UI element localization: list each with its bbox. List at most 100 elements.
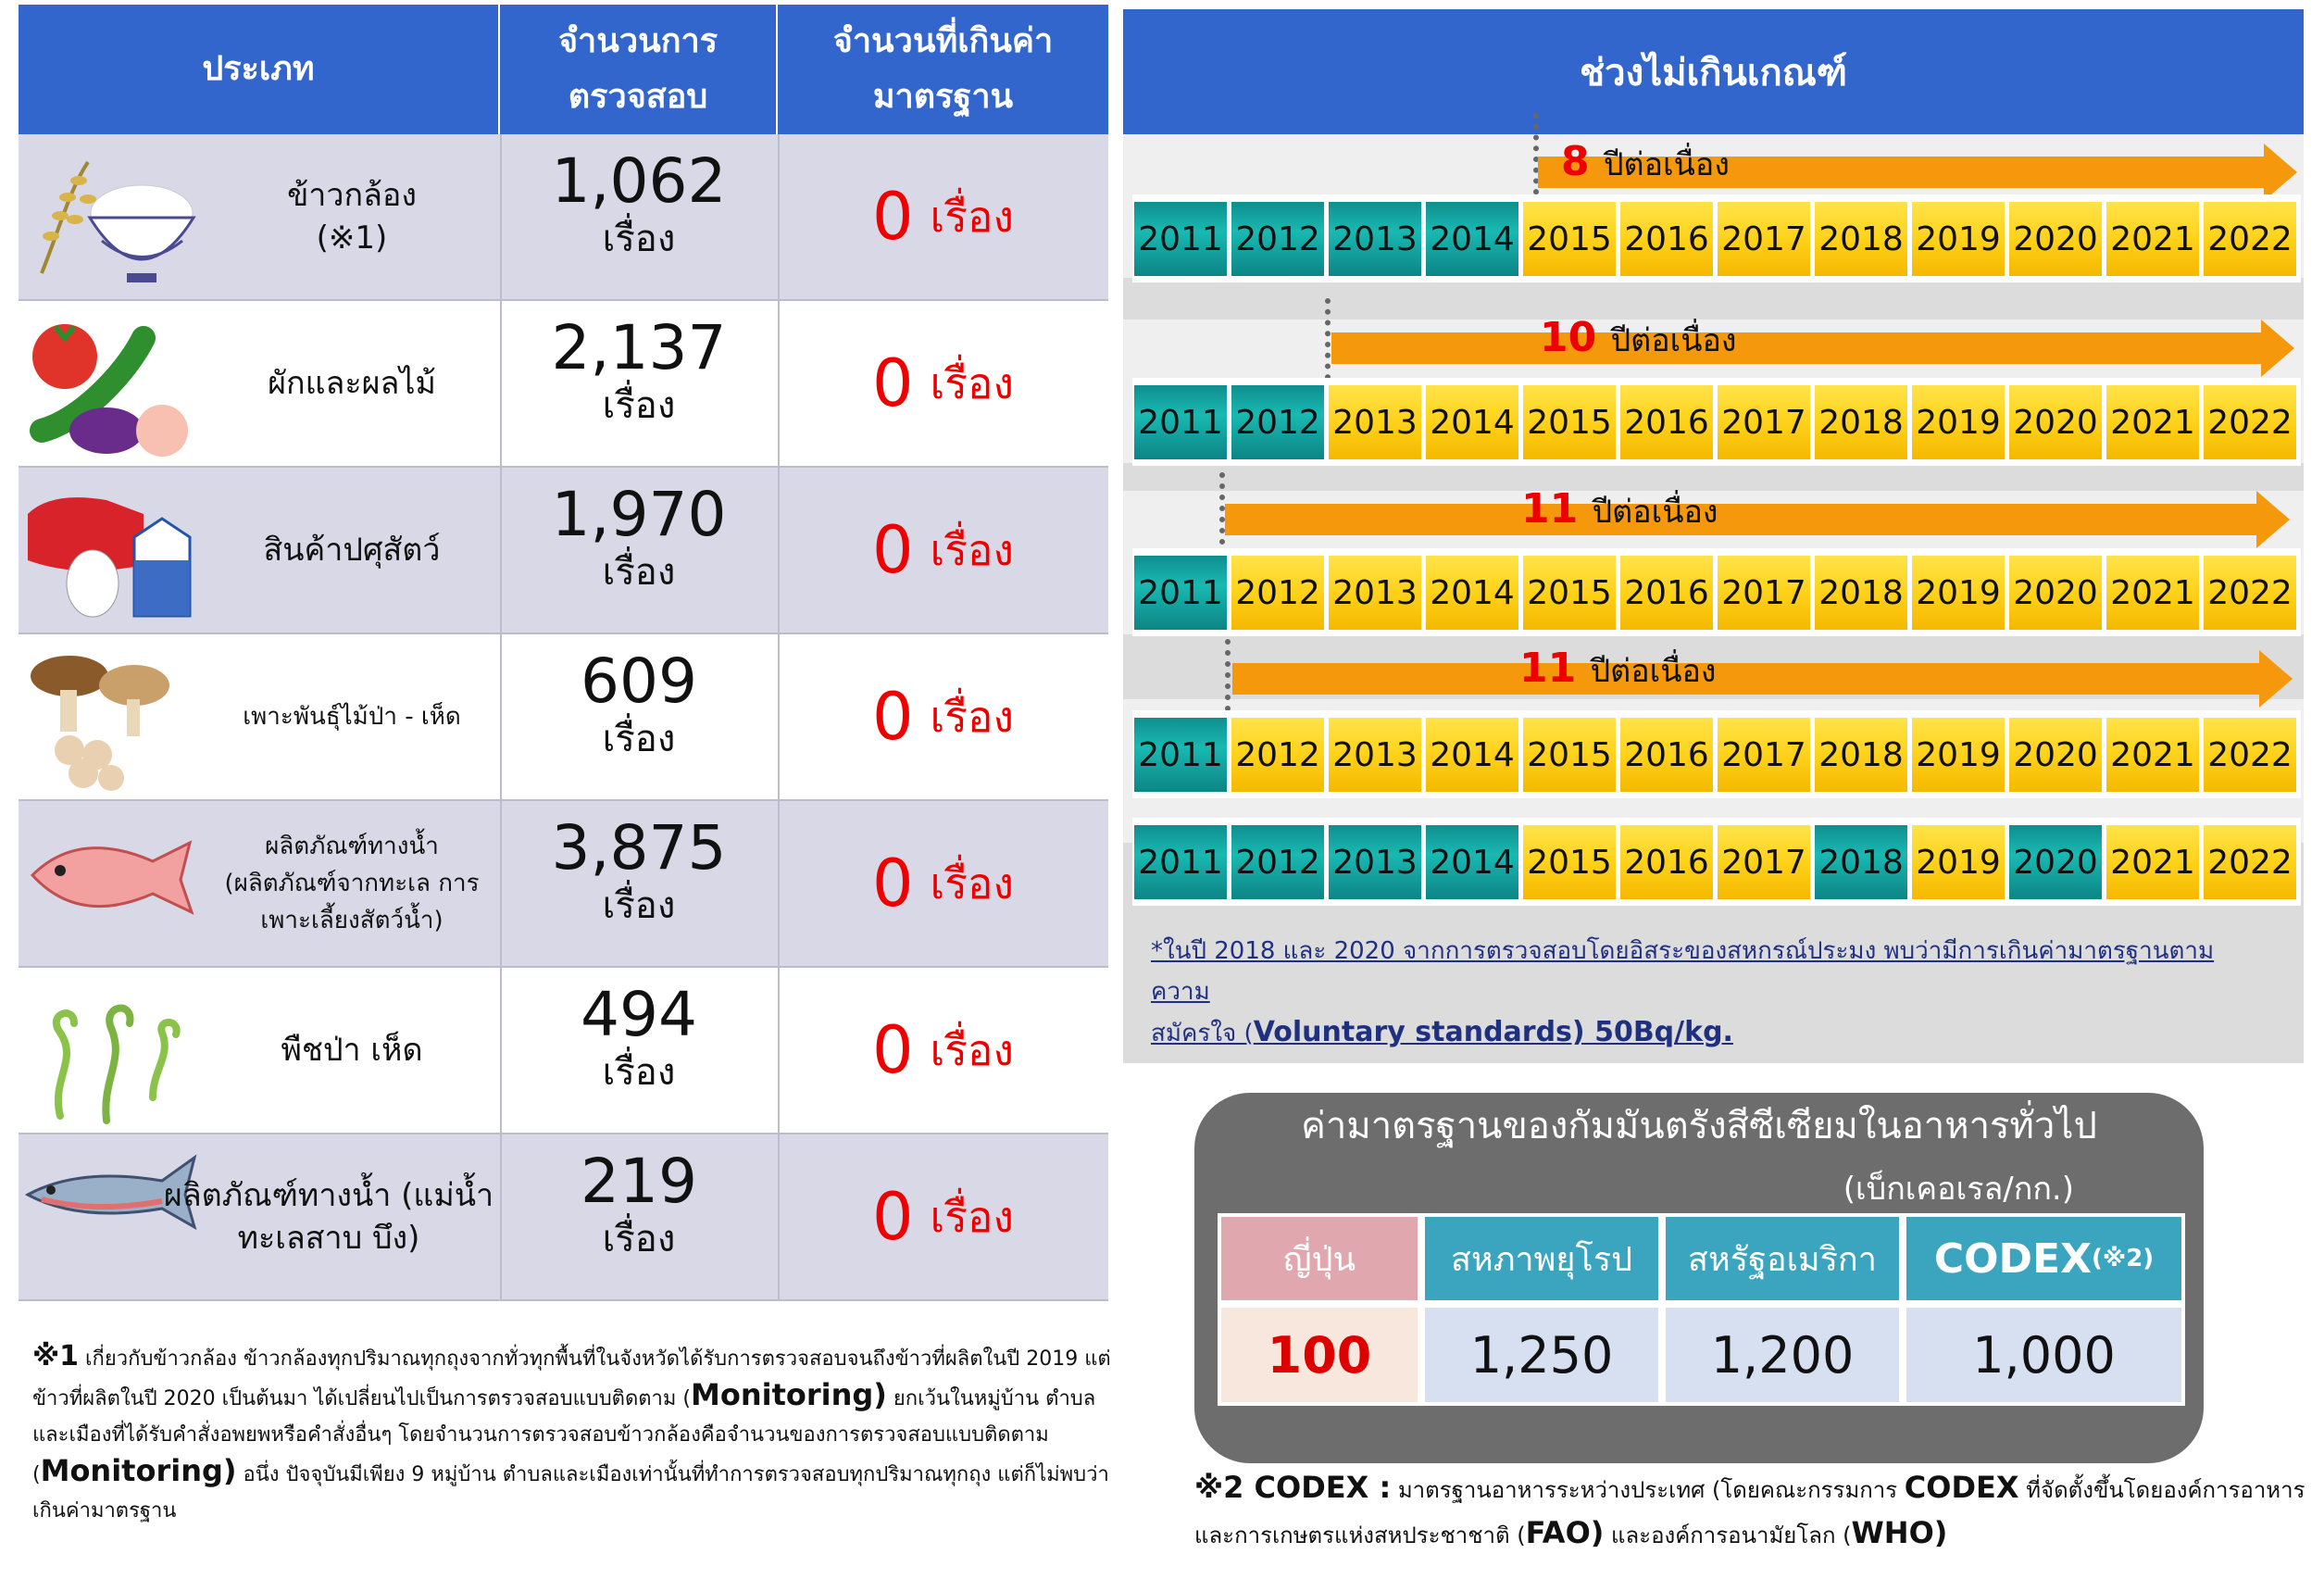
year-cell-2019: 2019 (1912, 202, 2005, 276)
continuous-years-arrow: 11 ปีต่อเนื่อง (1225, 485, 2290, 548)
rice-bowl-icon (40, 160, 196, 282)
category-label: สินค้าปศุสัตว์ (263, 532, 441, 569)
year-cell-2012: 2012 (1231, 718, 1324, 792)
year-cell-2019: 2019 (1912, 718, 2005, 792)
timeline-footnote: *ในปี 2018 และ 2020 จากการตรวจสอบโดยอิสร… (1151, 937, 2215, 1048)
year-cell-2021: 2021 (2106, 556, 2199, 630)
year-cell-2022: 2022 (2204, 718, 2296, 792)
standards-unit: (เบ็กเคอเรล/กก.) (1843, 1171, 2074, 1208)
year-cell-2018: 2018 (1815, 825, 1907, 899)
arrow-suffix: ปีต่อเนื่อง (1603, 146, 1730, 183)
year-cell-2022: 2022 (2204, 556, 2296, 630)
table-row: สินค้าปศุสัตว์ 1,970 เรื่อง 0 เรื่อง (19, 468, 1108, 634)
year-cell-2022: 2022 (2204, 202, 2296, 276)
arrow-suffix: ปีต่อเนื่อง (1610, 322, 1737, 359)
year-cell-2019: 2019 (1912, 556, 2005, 630)
table-row: ผลิตภัณฑ์ทางน้ำ (แม่น้ำ ทะเลสาบ บึง) 219… (19, 1134, 1108, 1301)
year-cell-2016: 2016 (1620, 385, 1713, 459)
value-codex: 1,000 (1903, 1304, 2185, 1406)
year-cell-2014: 2014 (1426, 556, 1518, 630)
year-cell-2020: 2020 (2009, 385, 2102, 459)
year-cell-2018: 2018 (1815, 202, 1907, 276)
category-label: พืชป่า เห็ด (281, 1032, 423, 1069)
year-cell-2020: 2020 (2009, 718, 2102, 792)
year-cell-2012: 2012 (1231, 825, 1324, 899)
column-usa: สหรัฐอเมริกา (1662, 1213, 1903, 1304)
footnote-1: ※1 เกี่ยวกับข้าวกล้อง ข้าวกล้องทุกปริมาณ… (32, 1340, 1111, 1523)
column-japan: ญี่ปุ่น (1218, 1213, 1421, 1304)
table-row: เพาะพันธุ์ไม้ป่า - เห็ด 609 เรื่อง 0 เรื่อ… (19, 634, 1108, 801)
category-label: ผลิตภัณฑ์ทางน้ำ (แม่น้ำ ทะเลสาบ บึง) (163, 1177, 494, 1257)
year-cell-2020: 2020 (2009, 202, 2102, 276)
year-cell-2016: 2016 (1620, 718, 1713, 792)
year-cell-2018: 2018 (1815, 556, 1907, 630)
exceed-count: 0 เรื่อง (871, 512, 1015, 588)
footnote-2: ※2 CODEX : มาตรฐานอาหารระหว่างประเทศ (โด… (1194, 1470, 2305, 1550)
year-cell-2020: 2020 (2009, 825, 2102, 899)
year-cell-2022: 2022 (2204, 825, 2296, 899)
value-usa: 1,200 (1662, 1304, 1903, 1406)
year-cell-2011: 2011 (1134, 202, 1227, 276)
sea-bream-icon (30, 840, 194, 915)
year-cell-2016: 2016 (1620, 825, 1713, 899)
year-cell-2013: 2013 (1329, 825, 1421, 899)
category-label: ผลิตภัณฑ์ทางน้ำ (ผลิตภัณฑ์จากทะเล การ เพ… (224, 833, 480, 934)
arrow-suffix: ปีต่อเนื่อง (1592, 494, 1718, 531)
year-cell-2014: 2014 (1426, 385, 1518, 459)
year-cell-2012: 2012 (1231, 385, 1324, 459)
inspection-count: 609 เรื่อง (581, 645, 697, 761)
year-cell-2014: 2014 (1426, 825, 1518, 899)
meat-egg-milk-icon (28, 497, 192, 618)
year-cell-2021: 2021 (2106, 825, 2199, 899)
year-cell-2019: 2019 (1912, 825, 2005, 899)
table-row: ข้าวกล้อง (※1) 1,062 เรื่อง 0 เรื่อง (19, 134, 1108, 301)
fern-icon (52, 1004, 181, 1124)
year-cell-2014: 2014 (1426, 718, 1518, 792)
year-cell-2012: 2012 (1231, 202, 1324, 276)
year-cell-2015: 2015 (1523, 556, 1616, 630)
table-row: พืชป่า เห็ด 494 เรื่อง 0 เรื่อง (19, 968, 1108, 1134)
arrow-number: 11 (1521, 485, 1579, 533)
continuous-years-arrow: 11 ปีต่อเนื่อง (1232, 645, 2293, 708)
value-japan: 100 (1218, 1304, 1421, 1406)
year-cell-2017: 2017 (1718, 385, 1810, 459)
table-row: ผักและผลไม้ 2,137 เรื่อง 0 เรื่อง (19, 301, 1108, 468)
exceed-count: 0 เรื่อง (871, 1179, 1015, 1255)
inspection-count: 494 เรื่อง (581, 979, 697, 1095)
year-row: 2011 2012 2013 2014 2015 2016 2017 2018 2019 2020… (1132, 548, 2301, 636)
year-cell-2021: 2021 (2106, 202, 2199, 276)
year-row: 2011 2012 2013 2014 2015 2016 2017 2018 2019 2020… (1132, 710, 2301, 798)
inspection-table: ประเภท จำนวนการ ตรวจสอบ จำนวนที่เกินค่า … (19, 5, 1108, 1306)
table-row: ผลิตภัณฑ์ทางน้ำ (ผลิตภัณฑ์จากทะเล การ เพ… (19, 801, 1108, 968)
exceed-count: 0 เรื่อง (871, 345, 1015, 421)
year-cell-2017: 2017 (1718, 718, 1810, 792)
header-category: ประเภท (19, 5, 500, 134)
year-cell-2015: 2015 (1523, 718, 1616, 792)
year-cell-2013: 2013 (1329, 385, 1421, 459)
value-eu: 1,250 (1421, 1304, 1662, 1406)
year-cell-2021: 2021 (2106, 718, 2199, 792)
year-cell-2014: 2014 (1426, 202, 1518, 276)
year-row: 2011 2012 2013 2014 2015 2016 2017 2018 2019 2020… (1132, 194, 2301, 282)
inspection-count: 1,970 เรื่อง (551, 479, 727, 595)
timeline-title: ช่วงไม่เกินเกณฑ์ (1123, 9, 2304, 134)
inspection-count: 2,137 เรื่อง (551, 312, 727, 428)
year-cell-2019: 2019 (1912, 385, 2005, 459)
year-cell-2013: 2013 (1329, 718, 1421, 792)
year-cell-2015: 2015 (1523, 385, 1616, 459)
year-cell-2016: 2016 (1620, 556, 1713, 630)
column-eu: สหภาพยุโรป (1421, 1213, 1662, 1304)
inspection-count: 3,875 เรื่อง (551, 812, 727, 928)
year-cell-2011: 2011 (1134, 825, 1227, 899)
cesium-standards-box: ค่ามาตรฐานของกัมมันตรังสีซีเซียมในอาหารท… (1194, 1093, 2204, 1463)
category-label: ข้าวกล้อง (※1) (287, 177, 417, 257)
exceed-count: 0 เรื่อง (871, 1012, 1015, 1088)
vegetables-icon (30, 324, 188, 457)
year-cell-2017: 2017 (1718, 556, 1810, 630)
exceed-count: 0 เรื่อง (871, 679, 1015, 755)
year-cell-2012: 2012 (1231, 556, 1324, 630)
inspection-count: 1,062 เรื่อง (551, 145, 727, 261)
year-cell-2011: 2011 (1134, 556, 1227, 630)
arrow-number: 11 (1519, 645, 1577, 692)
header-exceed-count: จำนวนที่เกินค่า มาตรฐาน (778, 5, 1108, 134)
